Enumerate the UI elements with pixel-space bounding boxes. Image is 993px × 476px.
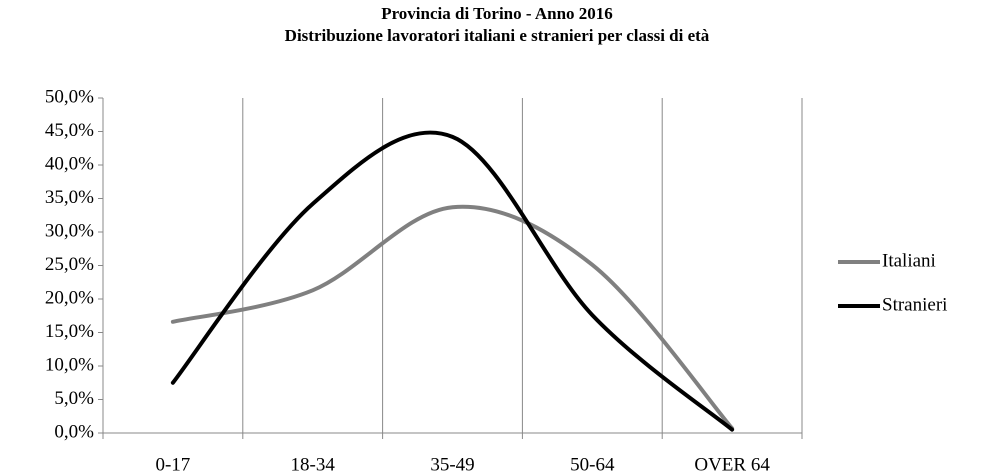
- chart-title: Provincia di Torino - Anno 2016: [381, 4, 613, 23]
- legend-label: Stranieri: [882, 294, 947, 315]
- y-tick-label: 0,0%: [54, 421, 94, 442]
- x-tick-label: 35-49: [430, 454, 474, 475]
- y-tick-label: 25,0%: [45, 254, 94, 275]
- legend-label: Italiani: [882, 250, 936, 271]
- y-tick-label: 10,0%: [45, 354, 94, 375]
- series-line: [170, 204, 735, 431]
- y-tick-label: 5,0%: [54, 388, 94, 409]
- series-line: [170, 130, 735, 432]
- x-tick-label: 50-64: [570, 454, 615, 475]
- x-tick-label: 0-17: [155, 454, 190, 475]
- x-tick-label: OVER 64: [694, 454, 770, 475]
- y-tick-label: 35,0%: [45, 187, 94, 208]
- x-tick-label: 18-34: [291, 454, 336, 475]
- y-tick-label: 45,0%: [45, 120, 94, 141]
- chart-subtitle: Distribuzione lavoratori italiani e stra…: [285, 26, 710, 45]
- y-tick-label: 30,0%: [45, 220, 94, 241]
- y-tick-label: 20,0%: [45, 287, 94, 308]
- y-tick-label: 15,0%: [45, 321, 94, 342]
- y-tick-label: 40,0%: [45, 153, 94, 174]
- y-tick-label: 50,0%: [45, 86, 94, 107]
